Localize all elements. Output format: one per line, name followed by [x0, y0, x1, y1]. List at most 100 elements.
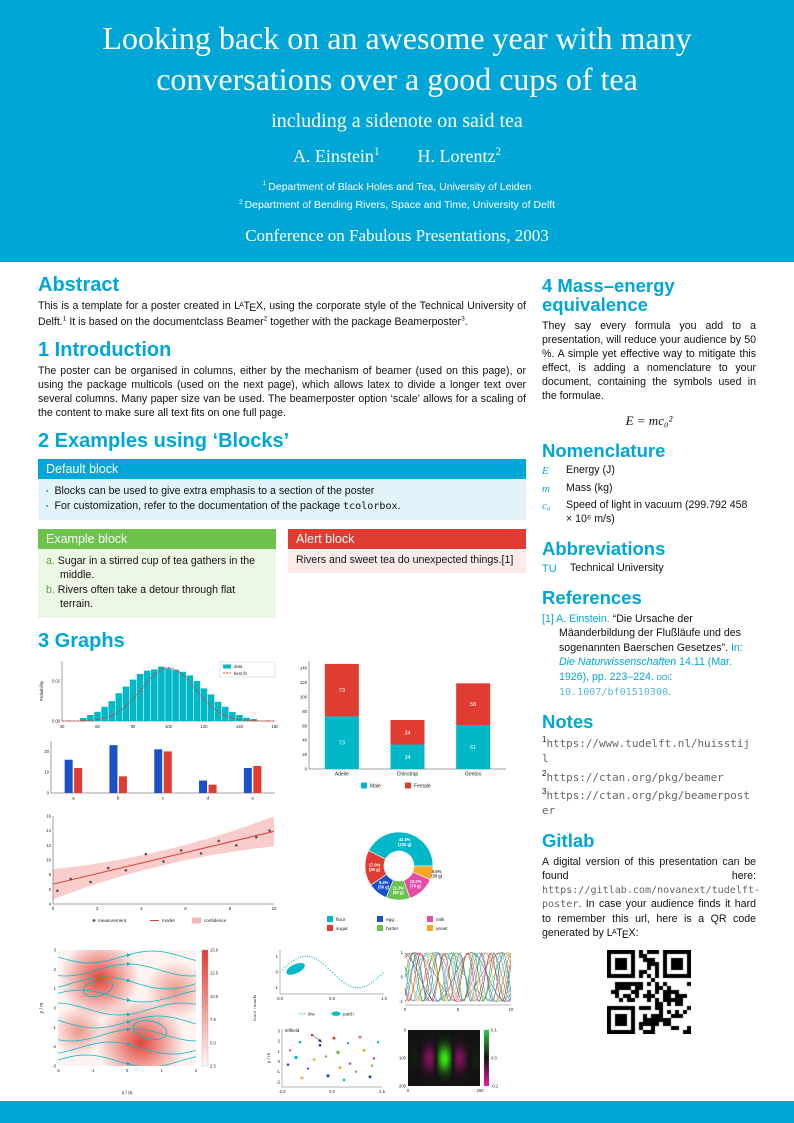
svg-text:-0.1: -0.1	[491, 1084, 499, 1089]
svg-text:9.4%(50 g): 9.4% (50 g)	[378, 880, 390, 890]
svg-text:1: 1	[276, 954, 279, 959]
svg-text:34: 34	[404, 731, 410, 737]
svg-text:Female: Female	[414, 784, 431, 790]
svg-text:12: 12	[46, 843, 51, 848]
sine-line-chart: 0.0 0.5 1.0 -1 0 1 line patch	[266, 946, 390, 1023]
example-block-title: Example block	[38, 529, 276, 550]
graphs-grid: 40 60 80 100 120 140 160 0.00 0.02 Probability dat…	[38, 657, 526, 1113]
svg-text:Adelie: Adelie	[335, 772, 349, 778]
svg-text:b: b	[117, 796, 120, 801]
svg-text:17.0%(90 g): 17.0% (90 g)	[369, 863, 381, 873]
svg-text:12.5: 12.5	[210, 971, 219, 976]
example-item-b: b. Rivers often take a detour through fl…	[46, 584, 236, 611]
note-item[interactable]: 3https://ctan.org/pkg/beamerposter	[542, 787, 751, 818]
default-block-item: ▪ Blocks can be used to give extra emphas…	[46, 485, 375, 498]
example-block-body: a. Sugar in a stirred cup of tea gathers…	[38, 549, 276, 619]
svg-text:40: 40	[60, 724, 65, 729]
svg-text:10: 10	[272, 906, 277, 911]
abstract-text: This is a template for a poster created …	[38, 299, 526, 329]
charts-row-1: 40 60 80 100 120 140 160 0.00 0.02 Probability dat…	[38, 657, 526, 807]
svg-text:data: data	[234, 664, 243, 669]
example-alert-row: Example block a. Sugar in a stirred cup …	[38, 527, 526, 620]
svg-text:Chinstrap: Chinstrap	[397, 772, 419, 778]
svg-text:1.0: 1.0	[381, 996, 387, 1001]
svg-text:y / m: y / m	[266, 1053, 272, 1063]
gitlab-heading: Gitlab	[542, 830, 595, 852]
svg-text:10.0: 10.0	[210, 994, 219, 999]
groupbar-svg: 0 10 20 a b c d e	[44, 741, 275, 801]
gitlab-text[interactable]: A digital version of this presentation c…	[542, 855, 761, 941]
svg-text:leftfield: leftfield	[285, 1028, 300, 1033]
svg-text:line: line	[308, 1012, 315, 1017]
svg-text:confidence: confidence	[204, 918, 227, 923]
svg-text:120: 120	[200, 724, 208, 729]
default-block-title: Default block	[38, 459, 526, 480]
note-item[interactable]: 1https://www.tudelft.nl/huisstijl	[542, 735, 751, 765]
note-item[interactable]: 2https://ctan.org/pkg/beamer	[542, 768, 724, 784]
mass-energy-heading: 4 Mass–energy equivalence	[542, 274, 675, 316]
svg-text:0: 0	[407, 1088, 410, 1093]
conference-line: Conference on Fabulous Presentations, 20…	[245, 225, 549, 245]
svg-text:1: 1	[401, 950, 404, 955]
svg-text:e: e	[251, 796, 254, 801]
svg-text:2: 2	[195, 1068, 198, 1073]
svg-text:73: 73	[339, 741, 345, 747]
sine-svg: 0.0 0.5 1.0 -1 0 1 line patch	[274, 950, 388, 1017]
svg-text:-1: -1	[276, 1070, 280, 1075]
hist-svg: 40 60 80 100 120 140 160 0.00 0.02 Probability dat…	[39, 661, 279, 729]
left-column: Abstract This is a template for a poster…	[38, 264, 526, 1123]
reference-item[interactable]: [1] A. Einstein. “Die Ursache der Mäande…	[542, 612, 743, 698]
svg-text:0: 0	[54, 1006, 57, 1011]
introduction-text: The poster can be organised in columns, …	[38, 365, 526, 420]
svg-text:160: 160	[271, 724, 278, 729]
svg-text:40: 40	[302, 738, 307, 743]
svg-text:6: 6	[49, 887, 52, 892]
svg-text:42.5%(225 g): 42.5% (225 g)	[398, 838, 412, 848]
svg-text:14: 14	[46, 828, 51, 833]
svg-text:2: 2	[54, 967, 57, 972]
qr-code	[542, 949, 756, 1039]
scatter-fit-chart: 0 2 4 6 8 10 4 6 8 10 12 14 16 measurement model confid…	[38, 812, 278, 933]
svg-text:0: 0	[47, 791, 50, 796]
svg-text:0.00: 0.00	[52, 719, 61, 724]
histogram-chart: 40 60 80 100 120 140 160 0.00 0.02 Probability dat…	[38, 657, 279, 736]
authors: A. Einstein1 H. Lorentz2	[40, 146, 754, 167]
svg-text:61: 61	[470, 745, 476, 751]
svg-text:100: 100	[165, 724, 173, 729]
alert-block-title: Alert block	[288, 529, 526, 550]
example-item-a: a. Sugar in a stirred cup of tea gathers…	[46, 555, 256, 582]
svg-text:3: 3	[54, 948, 57, 953]
abbreviation-row: TU Technical University	[542, 561, 664, 575]
svg-text:best fit: best fit	[234, 671, 247, 676]
svg-text:11.3%(60 g): 11.3% (60 g)	[393, 886, 405, 896]
svg-text:2.5: 2.5	[379, 1089, 385, 1094]
svg-text:7.5: 7.5	[210, 1017, 216, 1022]
mass-energy-formula: E = mc₀²	[625, 412, 673, 428]
mass-energy-text: They say every formula you add to a pres…	[542, 319, 756, 402]
svg-text:-1: -1	[91, 1068, 95, 1073]
svg-text:4: 4	[49, 902, 52, 907]
bullet-icon: ▪	[46, 488, 49, 496]
svg-text:a: a	[72, 796, 75, 801]
svg-text:80: 80	[302, 709, 307, 714]
svg-text:3: 3	[278, 1029, 281, 1034]
author-2: H. Lorentz2	[417, 145, 502, 166]
affiliation-1: 1 Department of Black Holes and Tea, Univ…	[262, 180, 532, 193]
image-heatmap-chart: 0 200 0 100 200 0.1 0.0 -0.1	[393, 1026, 517, 1113]
charts-row-2: 0 2 4 6 8 10 4 6 8 10 12 14 16 measurement model confid…	[38, 812, 526, 941]
charts-left-stack: 40 60 80 100 120 140 160 0.00 0.02 Probability dat…	[38, 657, 279, 807]
svg-text:1: 1	[54, 986, 57, 991]
svg-text:-1: -1	[52, 1025, 56, 1030]
introduction-heading: 1 Introduction	[38, 339, 172, 362]
svg-text:sugar: sugar	[336, 926, 348, 932]
svg-text:0: 0	[52, 906, 55, 911]
svg-text:1: 1	[160, 1068, 163, 1073]
mesh-svg: 0 5 10-101	[399, 950, 514, 1012]
svg-text:10: 10	[509, 1007, 514, 1012]
qr-code-canvas	[607, 949, 691, 1034]
recipe-svg: 42.5% (225 g) 17.0% (90 g) 9.4% (50 g) 11.3% (6…	[327, 832, 448, 932]
svg-text:d: d	[207, 796, 210, 801]
author-1: A. Einstein1	[292, 145, 380, 166]
